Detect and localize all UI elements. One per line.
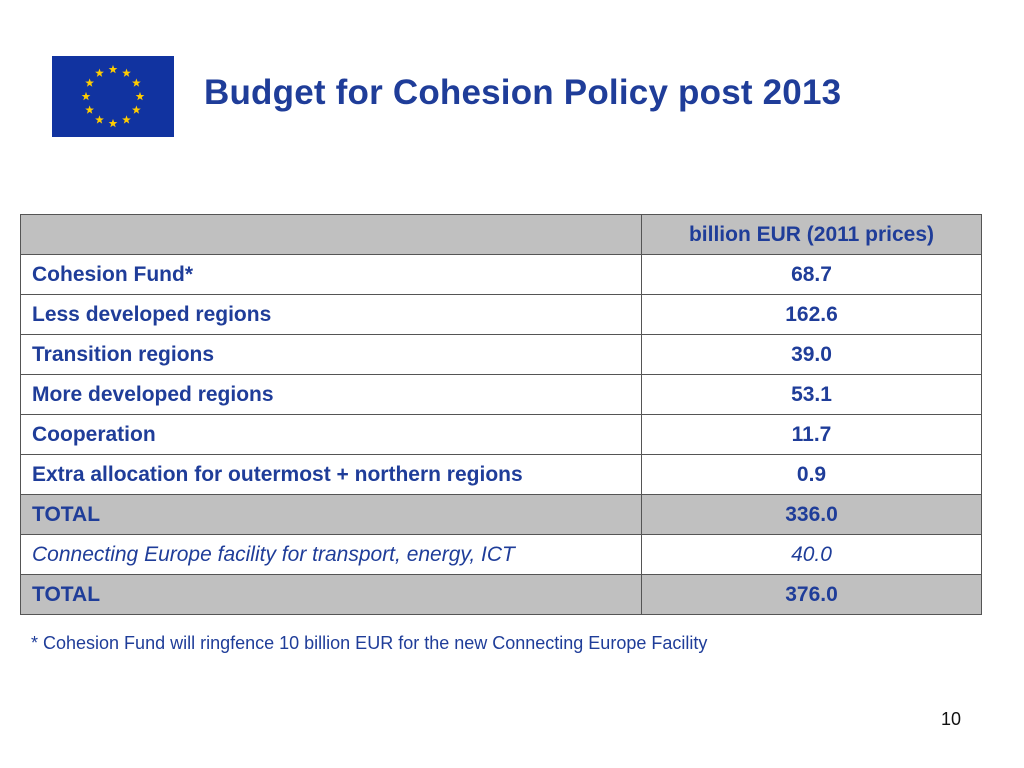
page-title: Budget for Cohesion Policy post 2013 (204, 73, 842, 112)
row-label: TOTAL (20, 574, 642, 615)
row-value: 39.0 (641, 334, 982, 375)
row-label: TOTAL (20, 494, 642, 535)
table-row: More developed regions 53.1 (20, 374, 982, 415)
star-icon (122, 115, 131, 124)
star-icon (132, 105, 141, 114)
row-value: 162.6 (641, 294, 982, 335)
footnote: * Cohesion Fund will ringfence 10 billio… (31, 633, 708, 653)
budget-table: billion EUR (2011 prices) Cohesion Fund*… (20, 214, 982, 615)
table-row: Transition regions 39.0 (20, 334, 982, 375)
star-icon (85, 105, 94, 114)
total-row: TOTAL 336.0 (20, 494, 982, 535)
star-icon (122, 68, 131, 77)
table-row: Cooperation 11.7 (20, 414, 982, 455)
row-label: Cohesion Fund* (20, 254, 642, 295)
row-value: 11.7 (641, 414, 982, 455)
table-header-row: billion EUR (2011 prices) (20, 214, 982, 255)
row-value: 0.9 (641, 454, 982, 495)
row-label: Cooperation (20, 414, 642, 455)
row-value: 53.1 (641, 374, 982, 415)
row-label: More developed regions (20, 374, 642, 415)
row-label: Extra allocation for outermost + norther… (20, 454, 642, 495)
star-icon (108, 64, 118, 74)
row-value: 336.0 (641, 494, 982, 535)
star-icon (132, 78, 141, 87)
table-row: Cohesion Fund* 68.7 (20, 254, 982, 295)
star-icon (95, 68, 104, 77)
row-label: Transition regions (20, 334, 642, 375)
row-label: Connecting Europe facility for transport… (20, 534, 642, 575)
page-number: 10 (940, 709, 961, 729)
star-icon (135, 91, 145, 101)
table-row: Less developed regions 162.6 (20, 294, 982, 335)
star-icon (108, 118, 118, 128)
header-label-cell (20, 214, 642, 255)
table-row: Connecting Europe facility for transport… (20, 534, 982, 575)
star-icon (95, 115, 104, 124)
row-value: 40.0 (641, 534, 982, 575)
star-icon (85, 78, 94, 87)
total-row: TOTAL 376.0 (20, 574, 982, 615)
table-row: Extra allocation for outermost + norther… (20, 454, 982, 495)
row-value: 68.7 (641, 254, 982, 295)
row-value: 376.0 (641, 574, 982, 615)
header-value-cell: billion EUR (2011 prices) (641, 214, 982, 255)
star-icon (81, 91, 91, 101)
row-label: Less developed regions (20, 294, 642, 335)
eu-flag-icon (52, 56, 174, 137)
